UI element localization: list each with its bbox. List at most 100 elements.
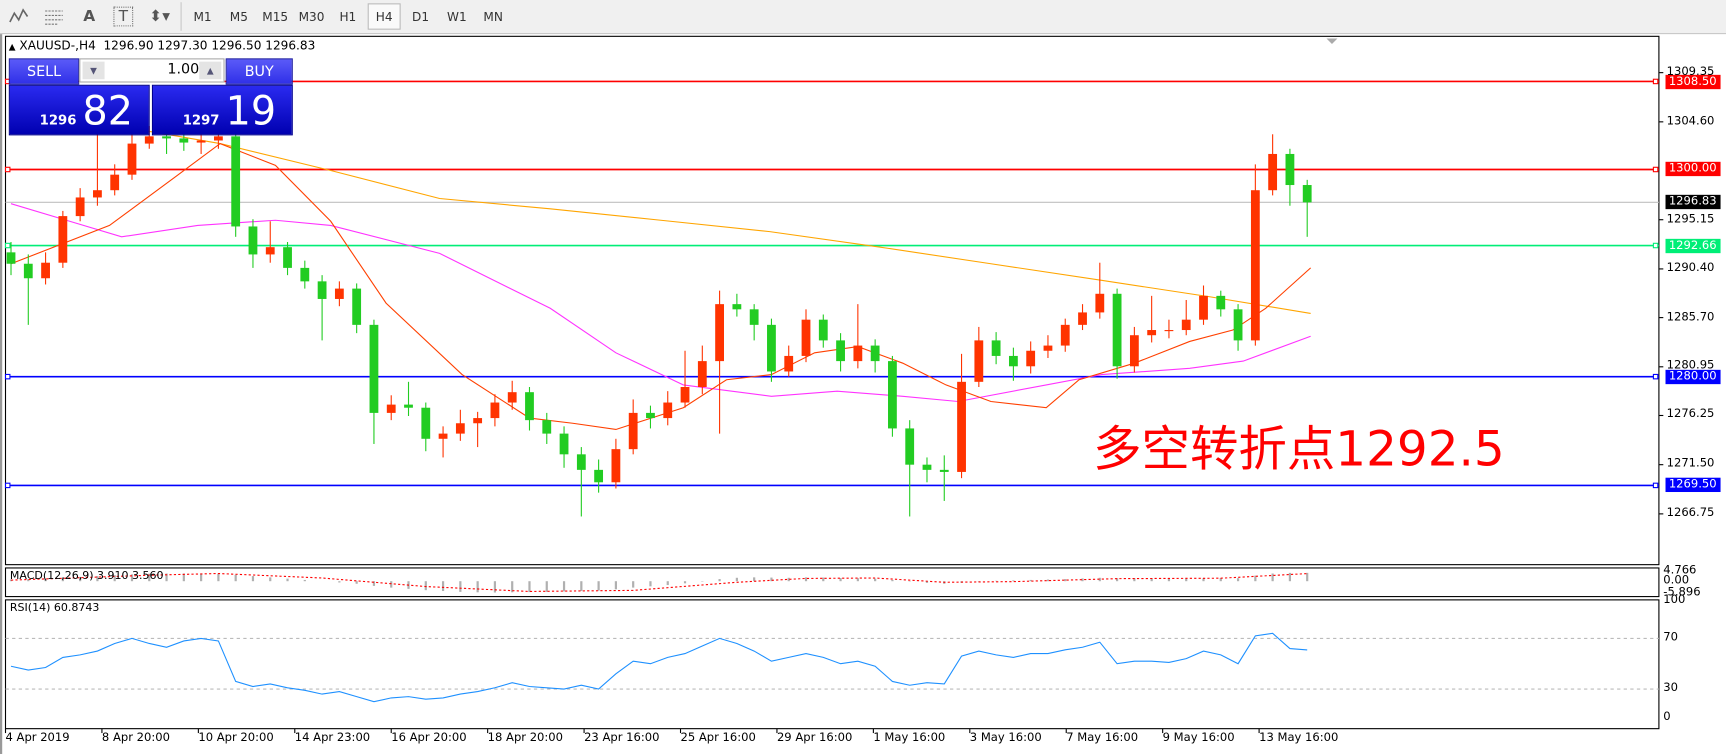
buy-button[interactable]: BUY bbox=[225, 58, 293, 85]
macd-axis-label: -5.896 bbox=[1663, 586, 1701, 600]
candle-body bbox=[1129, 335, 1139, 367]
level-handle bbox=[4, 373, 11, 380]
candle-body bbox=[1250, 190, 1260, 341]
candle-body bbox=[594, 469, 604, 483]
candle-body bbox=[732, 304, 742, 310]
level-handle bbox=[1652, 373, 1659, 380]
candle-body bbox=[1216, 295, 1226, 310]
time-axis-label: 4 Apr 2019 bbox=[5, 730, 70, 745]
candle-body bbox=[231, 136, 241, 227]
time-axis-label: 23 Apr 16:00 bbox=[584, 730, 660, 745]
price-level-tag: 1308.50 bbox=[1665, 74, 1721, 89]
macd-pane bbox=[4, 567, 1660, 598]
text-icon[interactable]: A bbox=[83, 7, 96, 26]
sell-button[interactable]: SELL bbox=[8, 58, 80, 85]
price-axis-label: 1304.60 bbox=[1666, 114, 1715, 128]
sell-price[interactable]: 1296 82 bbox=[8, 84, 150, 136]
time-axis-label: 8 Apr 20:00 bbox=[101, 730, 170, 745]
candle-body bbox=[1095, 293, 1105, 313]
collapse-triangle-icon[interactable]: ▲ bbox=[8, 41, 16, 52]
macd-axis-label: 0.00 bbox=[1663, 573, 1690, 587]
candle-body bbox=[853, 345, 863, 362]
buy-price[interactable]: 1297 19 bbox=[151, 84, 293, 136]
candle-body bbox=[888, 361, 897, 429]
time-axis-label: 29 Apr 16:00 bbox=[776, 730, 853, 745]
candle-body bbox=[974, 340, 984, 382]
fibonacci-icon[interactable] bbox=[37, 2, 70, 31]
candle-body bbox=[317, 281, 327, 299]
candle-body bbox=[1026, 350, 1036, 367]
candle-body bbox=[939, 469, 949, 472]
candle-body bbox=[162, 136, 171, 139]
elliott-wave-icon[interactable] bbox=[2, 2, 35, 31]
price-axis-label: 1266.75 bbox=[1666, 506, 1715, 520]
time-axis-label: 10 Apr 20:00 bbox=[198, 730, 274, 745]
buy-price-big-figure: 1297 bbox=[182, 112, 220, 128]
timeframe-m1[interactable]: M1 bbox=[193, 9, 212, 24]
lot-size-input[interactable]: ▼ 1.00 ▲ bbox=[79, 58, 225, 83]
candle-body bbox=[352, 288, 362, 325]
candle-body bbox=[248, 226, 258, 255]
price-level-tag: 1300.00 bbox=[1665, 162, 1721, 177]
time-axis-label: 1 May 16:00 bbox=[873, 730, 946, 745]
candle-body bbox=[1147, 330, 1157, 336]
timeframe-w1[interactable]: W1 bbox=[446, 9, 467, 24]
price-axis-label: 1280.95 bbox=[1666, 359, 1715, 373]
timeframe-m5[interactable]: M5 bbox=[229, 9, 248, 24]
timeframe-bar: M1 M5 M15 M30 H1 H4 D1 W1 MN bbox=[186, 3, 510, 30]
candle-body bbox=[1181, 319, 1191, 331]
candle-body bbox=[957, 381, 966, 472]
price-axis-label: 1276.25 bbox=[1666, 407, 1715, 421]
increase-lot-icon[interactable]: ▲ bbox=[199, 61, 222, 80]
timeframe-m15[interactable]: M15 bbox=[262, 9, 289, 24]
price-level-tag: 1292.66 bbox=[1665, 238, 1721, 253]
price-axis-label: 1290.40 bbox=[1666, 261, 1715, 275]
symbol-ohlc: XAUUSD-,H4 1296.90 1297.30 1296.50 1296.… bbox=[19, 38, 316, 53]
candle-body bbox=[628, 412, 638, 450]
candle-body bbox=[991, 340, 1001, 356]
candle-body bbox=[438, 433, 448, 439]
candle-body bbox=[542, 420, 552, 434]
candle-body bbox=[386, 404, 396, 413]
sell-price-big-figure: 1296 bbox=[39, 112, 77, 128]
timeframe-m30[interactable]: M30 bbox=[298, 9, 325, 24]
candle-body bbox=[93, 190, 102, 198]
fast-moving-average-line bbox=[10, 142, 1312, 431]
candle-body bbox=[525, 392, 534, 421]
pivot-annotation: 多空转折点1292.5 bbox=[1093, 421, 1505, 478]
candle-body bbox=[110, 174, 120, 191]
candle-body bbox=[680, 387, 690, 403]
decrease-lot-icon[interactable]: ▼ bbox=[82, 61, 105, 80]
candle-body bbox=[455, 423, 465, 434]
timeframe-h4[interactable]: H4 bbox=[367, 3, 401, 30]
price-level-tag: 1280.00 bbox=[1665, 369, 1721, 384]
candle-body bbox=[127, 143, 137, 175]
candle-body bbox=[818, 319, 828, 341]
candle-body bbox=[905, 428, 915, 465]
one-click-trading-panel: SELL ▼ 1.00 ▲ BUY 1296 82 1297 19 bbox=[8, 58, 293, 136]
candle-body bbox=[559, 433, 569, 455]
sell-price-pips: 82 bbox=[82, 89, 133, 135]
text-label-icon[interactable]: T bbox=[113, 6, 134, 27]
candle-body bbox=[179, 138, 189, 143]
timeframe-h1[interactable]: H1 bbox=[339, 9, 357, 24]
chart-area bbox=[0, 34, 1726, 754]
time-axis-label: 18 Apr 20:00 bbox=[487, 730, 564, 745]
time-axis-label: 9 May 16:00 bbox=[1162, 730, 1235, 745]
toolbar-separator bbox=[180, 2, 182, 31]
timeframe-d1[interactable]: D1 bbox=[411, 9, 430, 24]
timeframe-mn[interactable]: MN bbox=[483, 9, 503, 24]
macd-label: MACD(12,26,9) 3.910 3.560 bbox=[9, 570, 164, 583]
level-handle bbox=[4, 482, 11, 489]
price-axis-label: 1285.70 bbox=[1666, 309, 1715, 324]
candle-body bbox=[1233, 309, 1243, 341]
rsi-line bbox=[10, 632, 1308, 703]
candle-body bbox=[6, 252, 16, 264]
level-handle bbox=[4, 166, 11, 173]
candle-body bbox=[1285, 153, 1295, 186]
candle-body bbox=[576, 454, 586, 470]
candle-body bbox=[697, 361, 707, 388]
level-handle bbox=[1652, 166, 1659, 173]
arrows-icon[interactable]: ⬍▾ bbox=[149, 7, 170, 26]
